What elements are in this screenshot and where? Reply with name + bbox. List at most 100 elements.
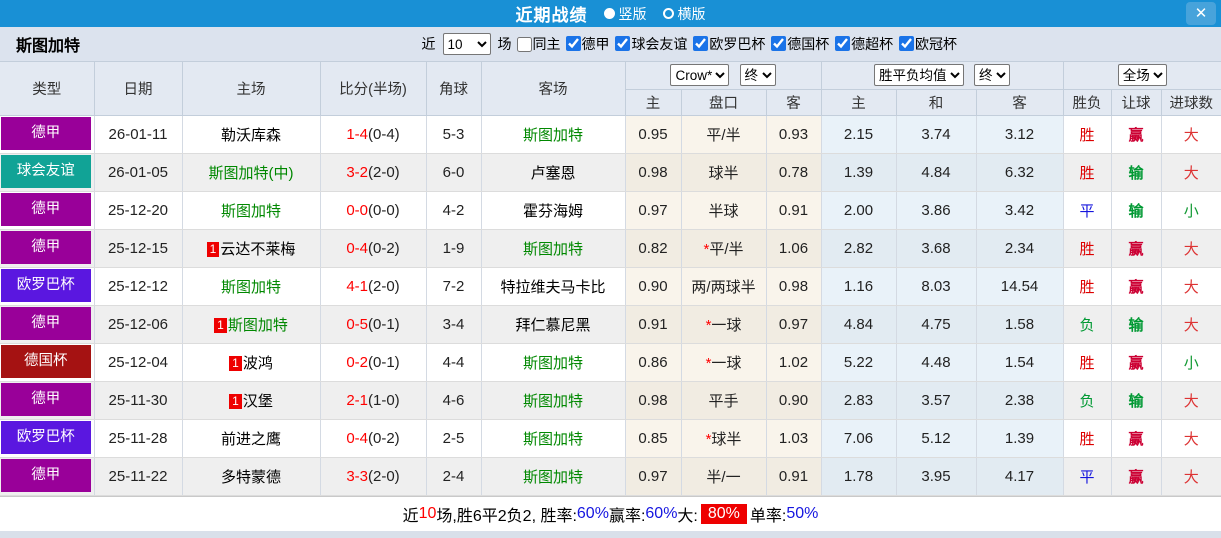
results-table: 类型 日期 主场 比分(半场) 角球 客场 Crow* 终 胜平负均值 终 全场… [0, 62, 1221, 496]
home-team-name[interactable]: 斯图加特 [220, 278, 281, 296]
home-team-name[interactable]: 云达不莱梅 [220, 240, 296, 258]
league-badge: 欧罗巴杯 [1, 420, 91, 454]
handicap-cell: 平手 [681, 381, 767, 420]
home-team-name[interactable]: 斯图加特(中) [208, 164, 294, 182]
date-cell: 26-01-11 [94, 115, 183, 154]
odds-source-select[interactable]: Crow* [670, 64, 730, 87]
league-checkbox[interactable] [615, 36, 631, 52]
away-team-name[interactable]: 斯图加特 [522, 392, 583, 410]
league-filter-item[interactable]: 球会友谊 [613, 34, 687, 54]
single-rate-value: 50% [786, 504, 819, 522]
date-cell: 25-12-15 [94, 229, 183, 268]
home-team-cell[interactable]: 勒沃库森 [182, 115, 321, 154]
sub-header-avg-draw: 和 [896, 89, 977, 116]
col-header-score: 比分(半场) [320, 62, 427, 116]
away-team-name[interactable]: 斯图加特 [522, 430, 583, 448]
away-team-cell[interactable]: 斯图加特 [481, 343, 626, 382]
home-team-cell[interactable]: 斯图加特 [182, 191, 321, 230]
league-filter-item[interactable]: 德国杯 [769, 34, 829, 54]
league-filter-item[interactable]: 欧冠杯 [897, 34, 957, 54]
home-team-cell[interactable]: 1 云达不莱梅 [182, 229, 321, 268]
away-team-name[interactable]: 卢塞恩 [530, 164, 576, 182]
home-team-cell[interactable]: 前进之鹰 [182, 419, 321, 458]
goals-result-cell: 大 [1161, 305, 1221, 344]
league-filter-label: 球会友谊 [631, 35, 688, 52]
home-team-name[interactable]: 多特蒙德 [220, 468, 281, 486]
home-team-name[interactable]: 汉堡 [242, 392, 273, 410]
layout-radio-horizontal[interactable]: 横版 [653, 4, 706, 24]
sub-header-avg-lose: 客 [976, 89, 1064, 116]
radio-selected-icon[interactable] [603, 8, 615, 19]
crow-away-odds-cell: 0.97 [766, 305, 822, 344]
away-team-name[interactable]: 斯图加特 [522, 240, 583, 258]
league-checkbox[interactable] [693, 36, 709, 52]
half-time-score: (0-4) [368, 125, 400, 143]
away-team-cell[interactable]: 斯图加特 [481, 419, 626, 458]
away-team-name[interactable]: 特拉维夫马卡比 [500, 278, 606, 296]
home-team-name[interactable]: 前进之鹰 [220, 430, 281, 448]
radio-unselected-icon[interactable] [662, 8, 674, 19]
home-team-cell[interactable]: 斯图加特(中) [182, 153, 321, 192]
league-checkbox[interactable] [835, 36, 851, 52]
crow-away-odds-cell: 1.06 [766, 229, 822, 268]
away-team-name[interactable]: 霍芬海姆 [522, 202, 583, 220]
away-team-cell[interactable]: 特拉维夫马卡比 [481, 267, 626, 306]
avg-draw-cell: 4.48 [896, 343, 977, 382]
away-team-cell[interactable]: 斯图加特 [481, 229, 626, 268]
home-team-name[interactable]: 斯图加特 [220, 202, 281, 220]
goals-result-cell: 小 [1161, 343, 1221, 382]
date-cell: 25-11-22 [94, 457, 183, 496]
home-team-cell[interactable]: 1 波鸿 [182, 343, 321, 382]
home-team-cell[interactable]: 1 汉堡 [182, 381, 321, 420]
home-team-name[interactable]: 勒沃库森 [220, 126, 281, 144]
away-team-cell[interactable]: 斯图加特 [481, 457, 626, 496]
away-team-cell[interactable]: 霍芬海姆 [481, 191, 626, 230]
league-filter-item[interactable]: 德甲 [564, 34, 610, 54]
big-rate-badge: 80% [700, 503, 747, 524]
home-team-name[interactable]: 斯图加特 [227, 316, 288, 334]
away-team-name[interactable]: 斯图加特 [522, 468, 583, 486]
half-time-score: (2-0) [368, 467, 400, 485]
page-title: 近期战绩 [515, 6, 588, 25]
full-time-score: 0-4 [346, 429, 368, 447]
same-home-filter[interactable]: 同主 [515, 34, 561, 54]
league-checkbox[interactable] [565, 36, 581, 52]
away-team-cell[interactable]: 斯图加特 [481, 115, 626, 154]
league-filter-item[interactable]: 德超杯 [833, 34, 893, 54]
away-team-cell[interactable]: 卢塞恩 [481, 153, 626, 192]
home-team-cell[interactable]: 1 斯图加特 [182, 305, 321, 344]
league-cell: 德甲 [0, 191, 95, 230]
sub-header-avg-win: 主 [821, 89, 897, 116]
close-icon[interactable]: ✕ [1186, 2, 1216, 25]
recent-count-select[interactable]: 10 [442, 33, 491, 55]
col-header-home: 主场 [182, 62, 321, 116]
away-team-cell[interactable]: 斯图加特 [481, 381, 626, 420]
scope-select[interactable]: 全场 [1117, 64, 1167, 87]
avg-win-cell: 1.78 [821, 457, 897, 496]
away-team-name[interactable]: 斯图加特 [522, 354, 583, 372]
spread-result-cell: 输 [1111, 191, 1162, 230]
league-checkbox[interactable] [899, 36, 914, 52]
away-team-name[interactable]: 斯图加特 [522, 126, 583, 144]
rank-badge: 1 [229, 393, 242, 409]
avg-lose-cell: 3.12 [976, 115, 1064, 154]
away-team-cell[interactable]: 拜仁慕尼黑 [481, 305, 626, 344]
layout-radio-vertical[interactable]: 竖版 [594, 4, 647, 24]
handicap-cell: *球半 [681, 419, 767, 458]
avg-source-select[interactable]: 胜平负均值 [873, 64, 964, 87]
summary-record: 场,胜6平2负2, 胜率: [436, 507, 577, 525]
avg-time-select[interactable]: 终 [974, 64, 1011, 87]
league-filter-label: 欧冠杯 [915, 35, 957, 52]
home-team-name[interactable]: 波鸿 [242, 354, 273, 372]
home-team-cell[interactable]: 斯图加特 [182, 267, 321, 306]
away-team-name[interactable]: 拜仁慕尼黑 [515, 316, 591, 334]
league-filter-item[interactable]: 欧罗巴杯 [691, 34, 765, 54]
avg-draw-cell: 5.12 [896, 419, 977, 458]
league-checkbox[interactable] [771, 36, 787, 52]
odds-time-select[interactable]: 终 [739, 64, 776, 87]
home-team-cell[interactable]: 多特蒙德 [182, 457, 321, 496]
date-cell: 25-11-28 [94, 419, 183, 458]
handicap-text: 平手 [708, 392, 739, 410]
corner-cell: 2-5 [426, 419, 482, 458]
same-home-checkbox[interactable] [516, 36, 532, 52]
